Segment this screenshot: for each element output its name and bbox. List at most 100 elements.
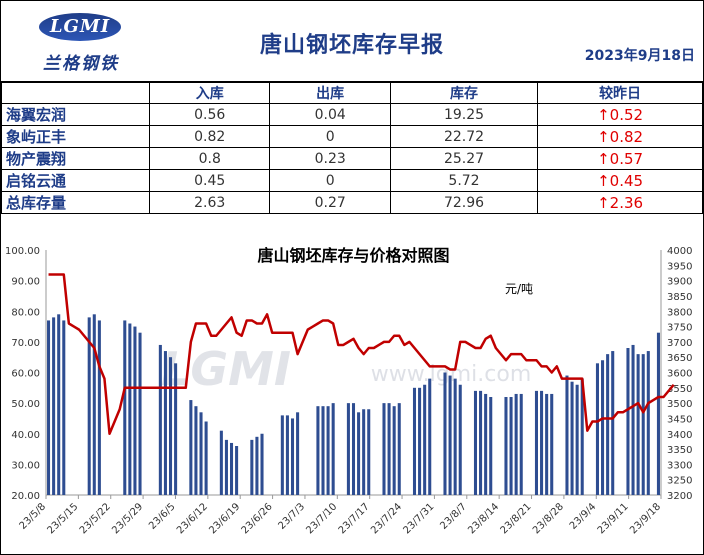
left-axis-tick-label: 90.00	[11, 277, 40, 288]
x-axis-tick-label: 23/5/22	[78, 501, 113, 536]
inventory-bar	[641, 354, 645, 496]
right-axis-tick-label: 3200	[667, 491, 692, 502]
x-axis-tick-label: 23/7/3	[277, 501, 308, 532]
x-axis-tick-label: 23/5/29	[110, 501, 145, 536]
inventory-bar	[87, 317, 91, 496]
inventory-bar	[229, 442, 234, 495]
inventory-bar	[362, 409, 366, 495]
table-row-total: 总库存量 2.63 0.27 72.96 ↑2.36	[1, 191, 703, 214]
right-axis-tick-label: 3650	[667, 353, 692, 364]
inventory-bar	[595, 363, 599, 495]
inventory-bar	[448, 375, 452, 495]
warehouse-name: 物产震翔	[1, 147, 150, 170]
outbound-value: 0.27	[269, 191, 391, 214]
left-axis-tick-label: 40.00	[11, 430, 40, 441]
inventory-bar	[540, 390, 544, 496]
inventory-bar	[255, 436, 259, 495]
warehouse-name: 启铭云通	[1, 169, 150, 192]
right-axis-tick-label: 3950	[667, 261, 692, 272]
report-header: LGMI 兰格钢铁 唐山钢坯库存早报 2023年9月18日	[1, 1, 703, 82]
inventory-bar	[174, 363, 178, 495]
inventory-bar	[473, 390, 478, 496]
right-axis-tick-label: 3600	[667, 369, 692, 380]
inventory-bar	[412, 387, 417, 495]
stock-value: 72.96	[389, 191, 539, 214]
inventory-bar	[346, 403, 350, 496]
inbound-value: 0.8	[148, 147, 271, 170]
inventory-bar	[565, 375, 569, 495]
x-axis-tick-label: 23/5/15	[45, 501, 80, 536]
inventory-bar	[646, 351, 650, 495]
inventory-bar	[128, 323, 132, 495]
inventory-bar	[138, 332, 142, 495]
change-value: ↑0.82	[537, 125, 703, 148]
inventory-bar	[509, 397, 513, 495]
inventory-bar	[519, 393, 523, 495]
right-axis-tick-label: 3400	[667, 430, 692, 441]
inventory-bar	[382, 403, 386, 496]
table-row: 物产震翔 0.8 0.23 25.27 ↑0.57	[1, 147, 703, 170]
inventory-bar	[285, 415, 289, 496]
inventory-bar	[52, 317, 56, 496]
column-header-stock: 库存	[389, 82, 539, 104]
inventory-bar	[392, 406, 396, 495]
inventory-bar	[606, 354, 610, 496]
inventory-bar	[47, 320, 51, 495]
inventory-bar	[453, 378, 457, 496]
left-axis-tick-label: 30.00	[11, 460, 40, 471]
inventory-bar	[97, 320, 101, 495]
x-axis-tick-label: 23/7/10	[304, 501, 339, 536]
x-axis-tick-label: 23/5/8	[18, 501, 49, 532]
right-axis-tick-label: 3800	[667, 307, 692, 318]
inventory-bar	[458, 384, 462, 495]
outbound-value: 0.04	[269, 103, 391, 126]
outbound-value: 0.23	[269, 147, 391, 170]
inventory-bar	[280, 415, 284, 496]
change-value: ↑0.45	[537, 169, 703, 192]
inventory-bar	[484, 393, 488, 495]
right-axis-tick-label: 3550	[667, 384, 692, 395]
inventory-bar	[636, 354, 640, 496]
inbound-value: 0.56	[148, 103, 271, 126]
inventory-bar	[550, 393, 554, 495]
inventory-bar	[367, 409, 371, 495]
x-axis-tick-label: 23/7/31	[401, 501, 436, 536]
x-axis-tick-label: 23/9/18	[628, 501, 663, 536]
outbound-value: 0	[269, 125, 391, 148]
inventory-bar	[331, 403, 335, 496]
inventory-bar	[418, 387, 422, 495]
inventory-bar	[479, 390, 483, 496]
column-header-out: 出库	[269, 82, 391, 104]
x-axis-tick-label: 23/9/4	[568, 501, 599, 532]
inventory-bar	[194, 406, 198, 495]
column-header-in: 入库	[148, 82, 271, 104]
x-axis-tick-label: 23/6/12	[175, 501, 210, 536]
left-axis-tick-label: 100.00	[5, 246, 40, 257]
right-axis-tick-label: 3700	[667, 338, 692, 349]
report-date: 2023年9月18日	[584, 48, 695, 64]
inventory-bar	[656, 332, 660, 495]
inventory-bar	[387, 403, 391, 496]
right-axis-tick-label: 3850	[667, 292, 692, 303]
x-axis-tick-label: 23/7/17	[337, 501, 372, 536]
right-axis-tick-label: 3900	[667, 277, 692, 288]
x-axis-tick-label: 23/8/21	[499, 501, 534, 536]
inventory-bar	[219, 430, 223, 495]
inventory-bar	[250, 439, 254, 496]
right-axis-tick-label: 3450	[667, 414, 692, 425]
x-axis-tick-label: 23/8/7	[438, 501, 469, 532]
price-line	[48, 273, 675, 435]
inventory-bar	[351, 403, 356, 496]
inventory-bar	[57, 314, 61, 495]
x-axis-tick-label: 23/8/28	[531, 501, 566, 536]
inventory-bar	[326, 406, 330, 495]
inbound-value: 0.45	[148, 169, 271, 192]
inventory-bar	[397, 403, 401, 496]
stock-value: 19.25	[389, 103, 539, 126]
inventory-bar	[357, 412, 361, 495]
inventory-bar	[204, 421, 208, 495]
inventory-bar	[290, 418, 295, 495]
inventory-bar	[169, 357, 173, 495]
